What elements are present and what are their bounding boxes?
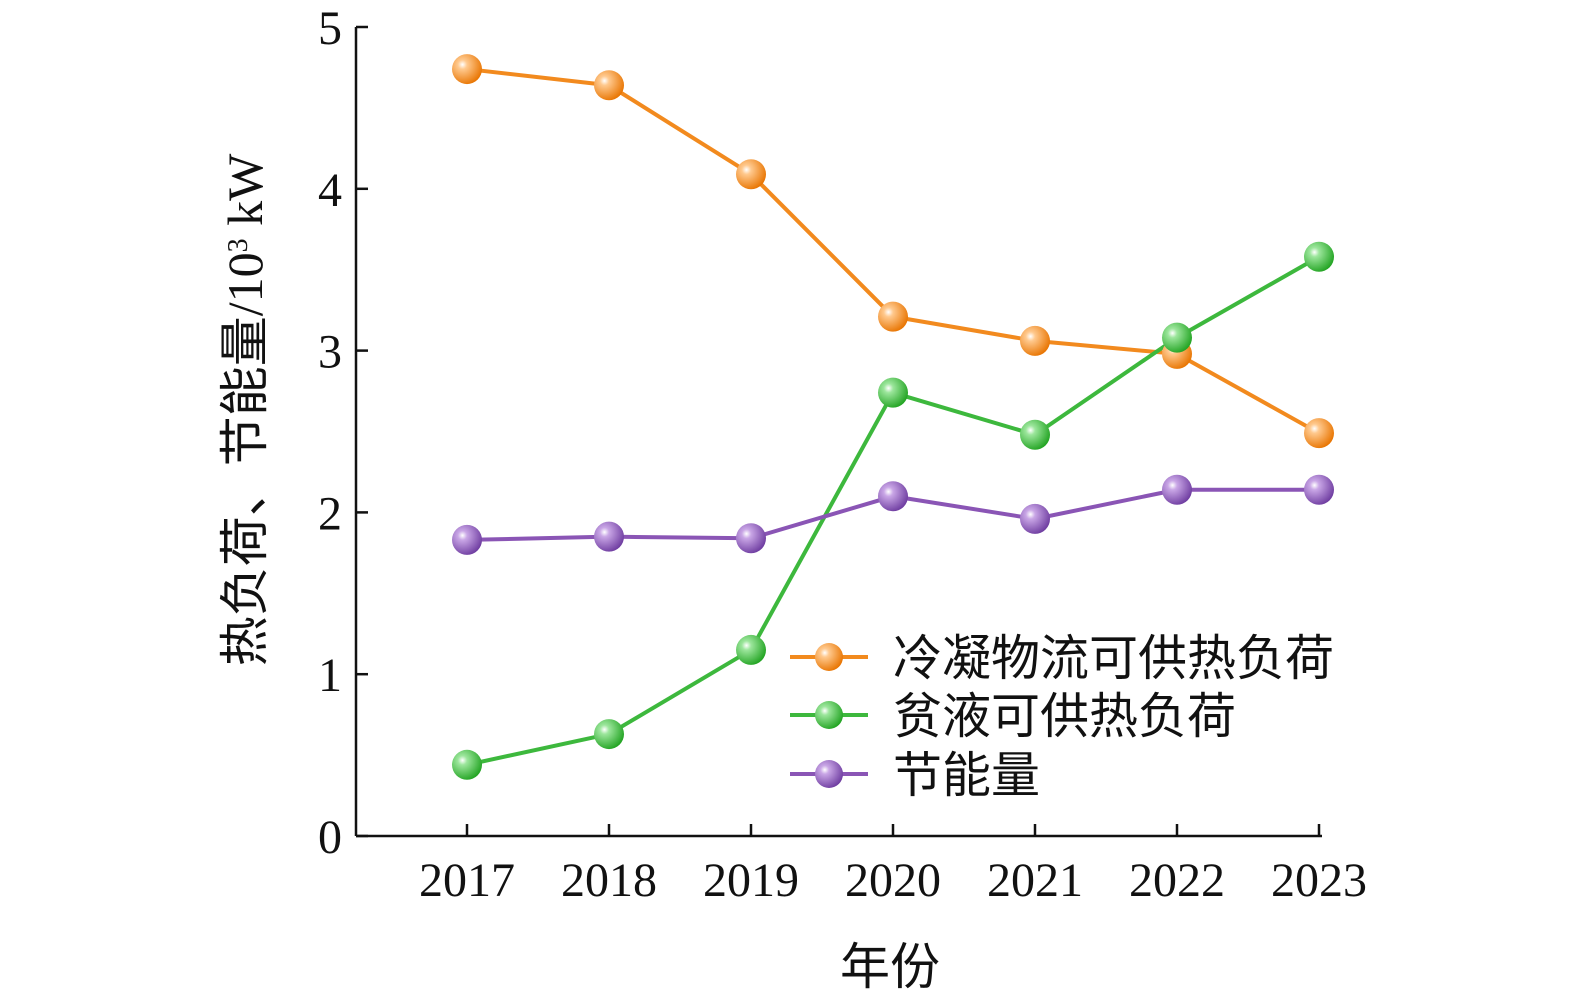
x-tick-label-4: 2021 — [987, 854, 1083, 907]
series-0-point-2 — [736, 159, 766, 190]
series-0-point-3 — [878, 301, 908, 332]
x-tick-label-3: 2020 — [845, 854, 941, 907]
series-1-point-3 — [878, 377, 908, 408]
legend-marker-2 — [815, 760, 843, 788]
series-2-point-4 — [1020, 503, 1050, 534]
series-0-point-6 — [1304, 418, 1334, 449]
series-2-point-1 — [594, 521, 624, 552]
y-tick-label-0: 0 — [318, 811, 342, 864]
y-axis-title-main: 热负荷、节能量/10 — [217, 252, 273, 666]
series-2-point-5 — [1162, 474, 1192, 505]
series-2-point-0 — [452, 524, 482, 555]
legend-label-1: 贫液可供热负荷 — [893, 689, 1236, 744]
x-tick-label-2: 2019 — [703, 854, 799, 907]
series-0-point-0 — [452, 54, 482, 85]
x-axis-title: 年份 — [840, 939, 940, 995]
series-0-point-1 — [594, 70, 624, 101]
x-tick-label-0: 2017 — [419, 854, 515, 907]
y-tick-label-4: 4 — [318, 164, 342, 217]
series-1-point-4 — [1020, 419, 1050, 450]
legend-label-2: 节能量 — [893, 748, 1040, 803]
series-1-point-0 — [452, 749, 482, 780]
series-1-point-5 — [1162, 322, 1192, 353]
series-2-point-2 — [736, 523, 766, 554]
series-1-point-1 — [594, 719, 624, 750]
series-1-point-2 — [736, 634, 766, 665]
legend-item-1: 贫液可供热负荷 — [790, 689, 1236, 744]
series-1-point-6 — [1304, 241, 1334, 272]
y-tick-label-5: 5 — [318, 2, 342, 55]
y-axis-title-sup: 3 — [223, 238, 254, 252]
legend-marker-0 — [815, 643, 843, 671]
y-axis-ticks: 0 1 2 3 4 5 — [318, 2, 368, 864]
x-tick-label-1: 2018 — [561, 854, 657, 907]
legend: 冷凝物流可供热负荷 贫液可供热负荷 节能量 — [790, 631, 1334, 803]
y-tick-label-1: 1 — [318, 649, 342, 702]
y-tick-label-3: 3 — [318, 326, 342, 379]
series-0-point-4 — [1020, 325, 1050, 356]
x-tick-label-5: 2022 — [1129, 854, 1225, 907]
legend-item-0: 冷凝物流可供热负荷 — [790, 631, 1334, 686]
legend-item-2: 节能量 — [790, 748, 1040, 803]
series-2-point-3 — [878, 481, 908, 512]
x-axis-ticks: 2017 2018 2019 2020 2021 2022 2023 — [419, 824, 1367, 907]
y-axis-title-unit: kW — [217, 153, 273, 239]
legend-marker-1 — [815, 701, 843, 729]
series-2-point-6 — [1304, 474, 1334, 505]
legend-label-0: 冷凝物流可供热负荷 — [893, 631, 1334, 686]
x-tick-label-6: 2023 — [1271, 854, 1367, 907]
y-axis-title: 热负荷、节能量/103 kW — [217, 153, 273, 666]
y-tick-label-2: 2 — [318, 487, 342, 540]
series-group — [452, 54, 1334, 780]
